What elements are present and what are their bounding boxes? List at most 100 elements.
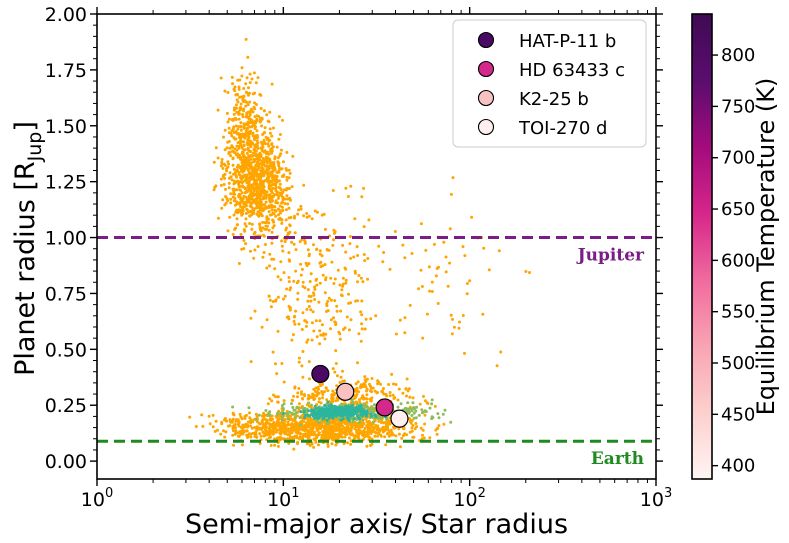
population-point [225,146,229,150]
population-point [288,259,292,263]
population-point [241,150,245,154]
population-point [263,149,267,153]
population-point [299,207,303,211]
colorbar-tick-label: 600 [721,250,755,271]
population-point [375,428,379,432]
population-point [241,423,245,427]
population-point [401,434,405,438]
population-point [188,415,192,419]
population-point [382,387,385,390]
population-point [362,225,366,229]
population-point [410,429,414,433]
population-point [451,317,454,321]
population-point [249,118,253,122]
population-point [420,285,424,288]
population-point [255,196,259,200]
population-point [343,266,347,270]
population-point [266,158,270,162]
population-point [369,412,373,416]
population-point [271,226,275,230]
population-point [300,364,304,368]
population-point [286,437,289,441]
population-point [329,298,333,302]
population-point [275,193,279,197]
population-point [285,178,289,182]
population-point [428,406,432,410]
population-point [244,159,248,163]
population-point [408,395,412,399]
population-point [274,414,278,418]
population-point [264,409,268,412]
population-point [239,205,243,209]
population-point [232,443,235,447]
population-point [424,248,428,252]
population-point [237,146,241,150]
population-point [264,421,268,425]
population-point [249,157,253,161]
population-point [263,126,267,130]
population-point [336,409,340,413]
population-point [261,143,265,147]
population-point [272,126,275,130]
population-point [260,124,264,128]
population-point [401,391,405,395]
population-point [276,329,280,333]
population-point [318,342,322,346]
population-point [333,277,337,281]
population-point [349,184,353,188]
population-point [344,409,348,413]
population-point [285,194,289,198]
population-point [335,309,339,313]
population-point [334,412,337,415]
population-point [327,296,331,300]
population-point [267,436,271,440]
population-point [243,200,247,204]
population-point [228,215,232,219]
population-point [346,195,350,198]
population-point [244,422,248,426]
population-point [359,404,363,408]
population-point [318,319,322,323]
population-point [315,248,319,251]
population-point [357,274,361,277]
population-point [288,432,292,436]
population-point [344,281,348,285]
population-point [428,289,432,293]
population-point [309,409,313,413]
population-point [267,175,271,179]
population-point [302,433,306,436]
population-point [241,432,245,436]
population-point [270,195,274,198]
population-point [370,377,374,380]
population-point [365,387,369,391]
population-point [239,128,243,132]
population-point [305,212,309,215]
population-point [301,311,305,315]
population-point [279,411,283,415]
population-point [243,174,247,178]
population-point [430,398,434,402]
population-point [356,254,360,257]
population-point [324,435,328,439]
population-point [398,445,402,449]
population-point [341,284,345,288]
population-point [449,192,453,196]
population-point [360,322,364,326]
x-tick-label: 103 [640,486,672,511]
population-point [227,131,231,135]
population-point [449,313,453,317]
population-point [289,286,293,290]
population-point [232,150,236,154]
population-point [340,288,344,292]
population-point [334,443,338,447]
population-point [411,424,415,427]
population-point [242,194,246,198]
population-point [276,411,280,415]
population-point [394,332,398,336]
population-point [289,198,292,202]
population-point [248,149,252,153]
population-point [238,412,242,416]
population-point [257,413,261,417]
population-point [256,210,260,214]
population-point [276,275,280,279]
